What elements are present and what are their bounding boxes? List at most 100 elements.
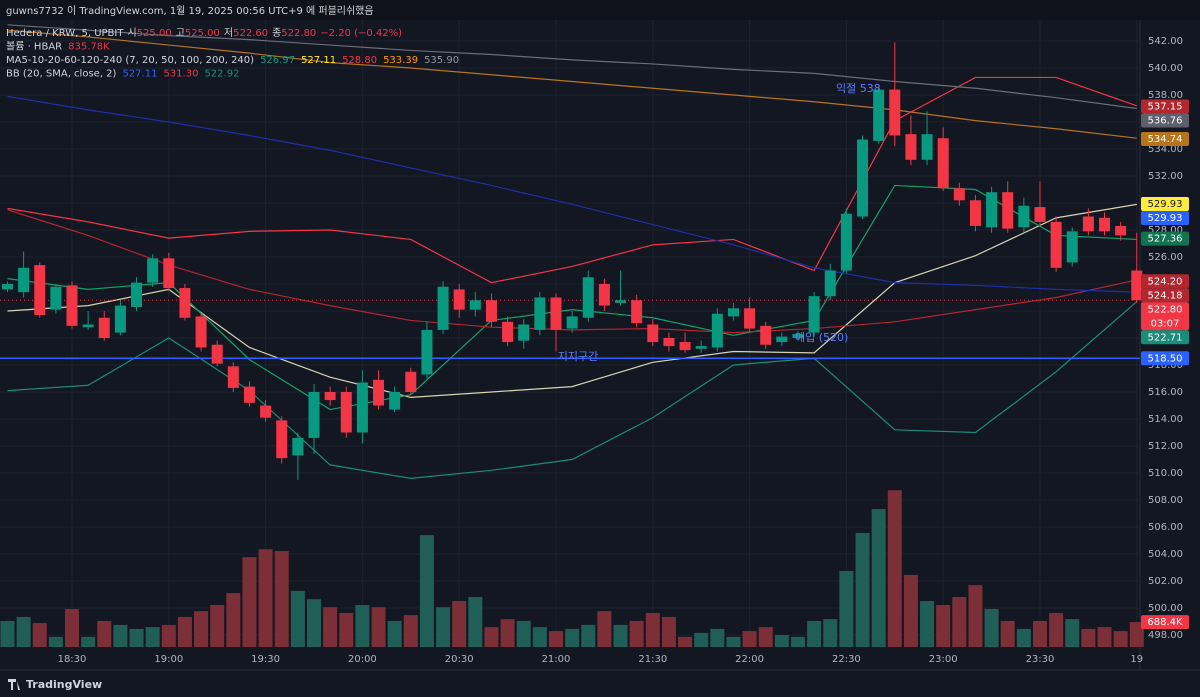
volume-bar (97, 620, 112, 647)
price-badge-label: 522.71 (1148, 332, 1183, 343)
candle-body (163, 258, 175, 289)
volume-bar (339, 612, 354, 647)
legend-item: 525.00 (185, 28, 220, 39)
volume-bar (823, 619, 838, 647)
candle-body (566, 316, 578, 329)
x-tick-label: 22:00 (735, 654, 764, 665)
candle-body (727, 308, 739, 317)
price-badge-label: 529.93 (1148, 199, 1183, 210)
x-tick-label: 23:00 (929, 654, 958, 665)
volume-bar (774, 635, 789, 647)
volume-bar (113, 624, 128, 647)
legend-item: BB (20, SMA, close, 2) (6, 69, 117, 80)
volume-bar (565, 628, 580, 647)
publish-note: guwns7732 이 TradingView.com, 1월 19, 2025… (6, 4, 374, 17)
candle-body (679, 342, 691, 351)
legend-line: Hedera / KRW, 5, UPBIT 시525.00 고525.00 저522… (6, 27, 402, 39)
price-badge (1141, 274, 1189, 289)
volume-bar (48, 636, 63, 647)
volume-bar (936, 605, 951, 647)
candle-body (615, 300, 627, 303)
volume-bar (323, 607, 338, 647)
price-badge (1141, 196, 1189, 211)
brand: TradingView (8, 678, 102, 691)
volume-bar (161, 624, 176, 647)
indicator-line (7, 76, 1137, 284)
volume-bar (290, 590, 305, 647)
brand-logo (8, 679, 20, 690)
legend-item: 527.11 (301, 55, 336, 66)
y-tick-label: 532.00 (1148, 171, 1183, 182)
candle-body (260, 405, 272, 418)
y-tick-label: 498.00 (1148, 630, 1183, 641)
candle-body (98, 317, 110, 338)
legend-item: 526.97 (260, 55, 295, 66)
candle-body (131, 282, 143, 307)
price-badge (1141, 132, 1189, 147)
candle-body (760, 325, 772, 345)
candle-body (421, 329, 433, 375)
candle-body (1131, 270, 1143, 301)
volume-bar (548, 631, 563, 647)
candle-body (34, 265, 46, 316)
y-tick-label: 538.00 (1148, 90, 1183, 101)
legend-item: 시 (127, 27, 136, 39)
candle-body (1034, 207, 1046, 222)
price-badge (1141, 99, 1189, 114)
volume-bar (145, 627, 160, 647)
legend-line: 볼륨 · HBAR 835.78K (6, 41, 110, 53)
x-tick-label: 18:30 (58, 654, 87, 665)
x-tick-label: 20:30 (445, 654, 474, 665)
candle-body (292, 437, 304, 456)
candle-body (227, 366, 239, 388)
candle-body (1082, 216, 1094, 232)
candle-body (147, 258, 159, 283)
volume-bar (468, 597, 483, 647)
volume-bar (16, 616, 31, 647)
volume-bar (258, 549, 273, 647)
volume-bar (242, 557, 257, 647)
legend-item: 525.00 (137, 28, 172, 39)
candle-body (792, 333, 804, 338)
volume-bar (790, 636, 805, 647)
volume-bar (1065, 619, 1080, 647)
candle-body (921, 134, 933, 160)
legend-item: 종 (272, 27, 281, 39)
y-tick-label: 518.00 (1148, 360, 1183, 371)
candle-body (356, 382, 368, 433)
candle-body (550, 297, 562, 330)
volume-bar (887, 490, 902, 647)
candle-body (1002, 192, 1014, 229)
candle-body (389, 392, 401, 410)
top-bar (0, 0, 1200, 20)
volume-badge (1141, 615, 1189, 630)
annotation: 매입 (520) (795, 331, 848, 344)
candle-body (840, 213, 852, 271)
volume-bar (274, 551, 289, 647)
legend-item: 고 (176, 28, 185, 39)
price-badge (1141, 330, 1189, 345)
candle-body (453, 289, 465, 310)
volume-bar (1097, 627, 1112, 647)
volume-bar (355, 605, 370, 647)
volume-bar (1032, 620, 1047, 647)
volume-bar (403, 615, 418, 647)
candle-body (953, 188, 965, 201)
volume-bar (452, 601, 467, 647)
candle-body (889, 89, 901, 136)
candle-body (647, 324, 659, 343)
y-tick-label: 542.00 (1148, 36, 1183, 47)
candle-layer (1, 42, 1143, 480)
volume-bar (871, 509, 886, 647)
grid (0, 20, 1140, 650)
volume-bar (581, 624, 596, 647)
legend-item: 535.90 (424, 55, 459, 66)
volume-bar (32, 623, 47, 647)
volume-bar (387, 620, 402, 647)
volume-bar (661, 616, 676, 647)
brand-name[interactable]: TradingView (26, 678, 102, 691)
legend-item: 527.11 (122, 69, 157, 80)
indicator-layer (0, 24, 1140, 480)
volume-bar (65, 608, 79, 647)
